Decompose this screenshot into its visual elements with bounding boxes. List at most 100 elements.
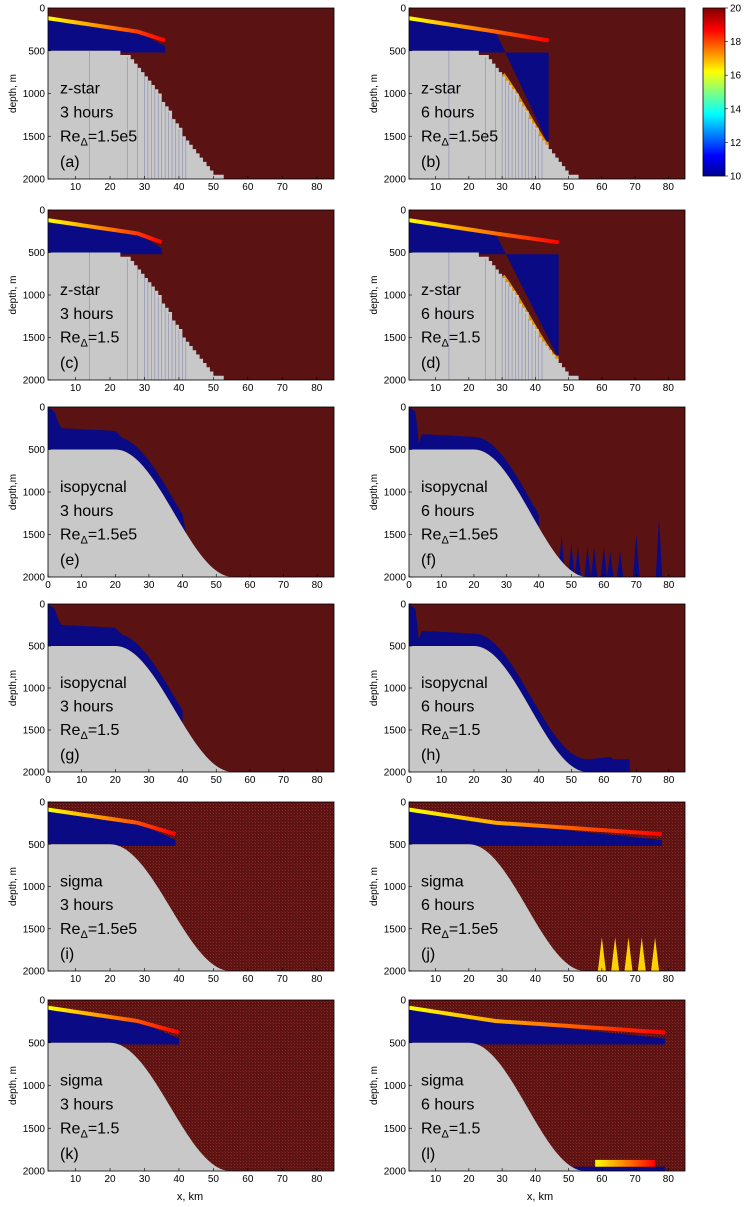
x-tick-label: 70	[631, 580, 643, 591]
time-label: 6 hours	[421, 104, 474, 121]
y-tick-label: 2000	[384, 1167, 407, 1178]
x-tick-label: 60	[242, 1174, 254, 1185]
y-tick-label: 1500	[384, 924, 407, 935]
reynolds-label: ReΔ=1.5	[60, 330, 120, 350]
x-tick-label: 20	[463, 383, 475, 394]
x-tick-label: 60	[596, 974, 608, 985]
x-tick-label: 20	[468, 775, 480, 786]
x-tick-label: 70	[630, 1174, 642, 1185]
bathymetry	[409, 1042, 602, 1171]
x-tick-label: 20	[104, 182, 116, 193]
x-tick-label: 60	[596, 383, 608, 394]
y-axis-label: depth, m	[8, 276, 19, 315]
panel-letter: (k)	[60, 1146, 79, 1163]
x-tick-label: 40	[173, 182, 185, 193]
y-tick-label: 500	[389, 1038, 406, 1049]
x-tick-label: 20	[104, 383, 116, 394]
x-tick-label: 60	[596, 1174, 608, 1185]
x-tick-label: 70	[630, 974, 642, 985]
x-tick-label: 10	[430, 383, 442, 394]
mixing-front	[47, 218, 163, 245]
x-tick-label: 80	[311, 974, 323, 985]
x-tick-label: 80	[663, 383, 675, 394]
reynolds-label: ReΔ=1.5e5	[60, 128, 137, 148]
x-tick-label: 50	[563, 974, 575, 985]
x-tick-label: 10	[70, 1174, 82, 1185]
coordinate-label: sigma	[60, 1073, 103, 1090]
mixing-front	[408, 218, 559, 245]
y-tick-label: 1000	[23, 291, 46, 302]
x-tick-label: 20	[463, 1174, 475, 1185]
panel-l: 10 20 30 40 50 60 70 80 0 500 1000 1500 2000 depth, m…	[369, 996, 686, 1185]
y-tick-label: 1000	[23, 89, 46, 100]
x-tick-label: 50	[566, 580, 578, 591]
x-tick-label: 40	[533, 775, 545, 786]
x-tick-label: 30	[139, 974, 151, 985]
time-label: 3 hours	[60, 699, 113, 716]
x-tick-label: 20	[110, 775, 122, 786]
y-tick-label: 0	[39, 403, 45, 414]
bottom-gravity-current	[564, 756, 630, 772]
x-tick-label: 80	[663, 1174, 675, 1185]
y-tick-label: 500	[28, 642, 45, 653]
cold-water-spike	[655, 517, 663, 577]
x-tick-label: 80	[663, 580, 675, 591]
x-tick-label: 70	[630, 182, 642, 193]
x-tick-label: 70	[278, 580, 290, 591]
y-axis-label: depth, m	[369, 276, 380, 315]
y-tick-label: 500	[28, 1038, 45, 1049]
x-tick-label: 80	[663, 974, 675, 985]
time-label: 3 hours	[60, 1096, 113, 1113]
y-tick-label: 2000	[384, 768, 407, 779]
panel-g: 0 10 20 30 40 50 60 70 80 0 500 1000 1500 2000 depth,m…	[8, 600, 335, 786]
x-axis-label-right: x, km	[527, 1191, 553, 1203]
cold-water-layer	[48, 604, 183, 724]
x-tick-label: 40	[530, 383, 542, 394]
coordinate-label: sigma	[421, 1073, 464, 1090]
x-axis-label-left: x, km	[177, 1191, 203, 1203]
x-tick-label: 50	[563, 182, 575, 193]
x-tick-label: 40	[533, 580, 545, 591]
reynolds-label: ReΔ=1.5e5	[421, 527, 498, 547]
time-label: 3 hours	[60, 104, 113, 121]
panel-b: 10 20 30 40 50 60 70 80 0 500 1000 1500 2000 depth, m…	[369, 4, 686, 193]
reynolds-label: ReΔ=1.5	[421, 722, 481, 742]
y-tick-label: 0	[39, 4, 45, 15]
coordinate-label: z-star	[60, 81, 101, 98]
cold-water-spike	[616, 551, 624, 577]
reynolds-label: ReΔ=1.5	[60, 722, 120, 742]
time-label: 6 hours	[421, 306, 474, 323]
time-label: 3 hours	[60, 306, 113, 323]
coordinate-label: isopycnal	[421, 675, 488, 692]
x-tick-label: 40	[173, 383, 185, 394]
mixing-front	[47, 16, 166, 43]
y-tick-label: 1500	[384, 726, 407, 737]
x-tick-label: 10	[76, 580, 88, 591]
x-tick-label: 30	[143, 775, 155, 786]
y-axis-label: depth, m	[8, 74, 19, 113]
x-tick-label: 50	[563, 383, 575, 394]
reynolds-label: ReΔ=1.5	[421, 330, 481, 350]
y-tick-label: 0	[400, 403, 406, 414]
cold-water-spike	[607, 551, 614, 577]
bottom-gravity-current	[551, 1166, 666, 1171]
y-tick-label: 2000	[23, 967, 46, 978]
coordinate-label: sigma	[421, 874, 464, 891]
y-axis-label: depth,m	[8, 670, 19, 706]
y-axis-label: depth, m	[369, 867, 380, 906]
cold-water-spike	[568, 543, 575, 577]
time-label: 3 hours	[60, 503, 113, 520]
y-tick-label: 500	[28, 840, 45, 851]
mixing-front	[408, 807, 662, 837]
cold-water-layer	[409, 1007, 666, 1045]
colorbar-gradient	[702, 7, 726, 177]
bottom-plume-spike	[611, 937, 620, 971]
x-tick-label: 10	[436, 775, 448, 786]
x-tick-label: 10	[430, 182, 442, 193]
x-tick-label: 20	[104, 1174, 116, 1185]
reynolds-label: ReΔ=1.5e5	[60, 527, 137, 547]
x-tick-label: 20	[463, 182, 475, 193]
bathymetry	[48, 1042, 248, 1171]
y-tick-label: 500	[28, 248, 45, 259]
